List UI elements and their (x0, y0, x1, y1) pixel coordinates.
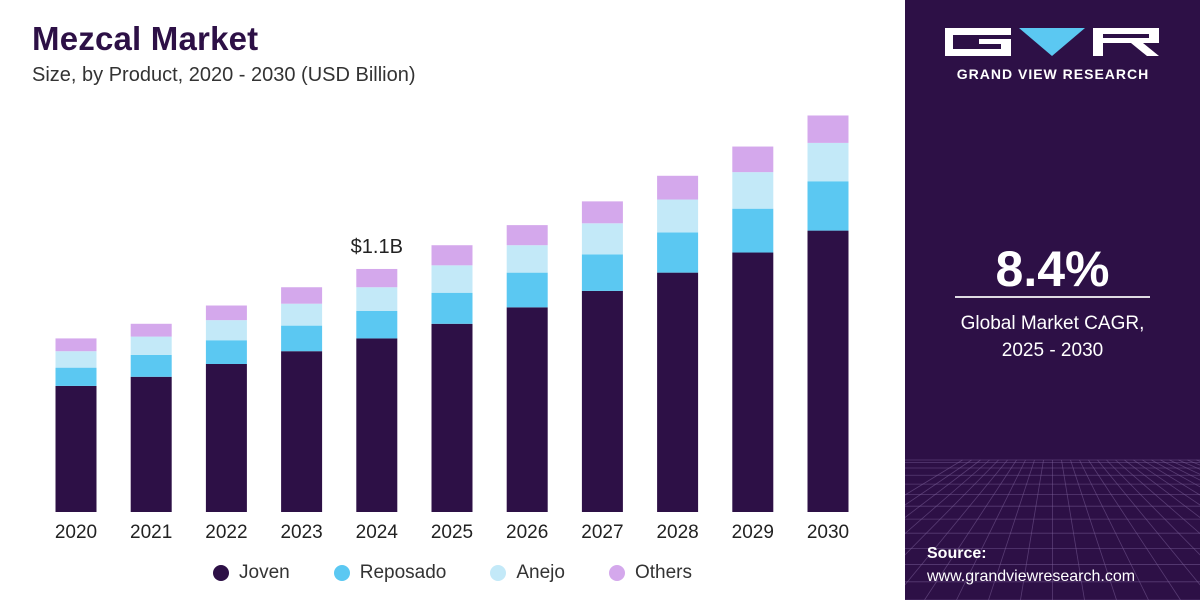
bar-joven-2024 (356, 338, 398, 512)
bar-anejo-2023 (281, 303, 323, 326)
source-label: Source: (927, 545, 987, 562)
source-url[interactable]: www.grandviewresearch.com (927, 568, 1136, 585)
bar-anejo-2029 (732, 172, 774, 209)
bar-others-2030 (807, 115, 849, 143)
legend-swatch (333, 565, 350, 581)
bar-reposado-2023 (281, 325, 323, 352)
bar-joven-2020 (55, 385, 97, 512)
grid-decoration (905, 459, 1200, 600)
chart-title: Mezcal Market (32, 20, 259, 57)
bar-anejo-2028 (657, 199, 699, 233)
cagr-value: 8.4% (995, 241, 1110, 297)
cagr-label: Global Market CAGR, 2025 - 2030 (905, 310, 1200, 364)
legend-swatch (490, 565, 507, 581)
legend-label: Others (634, 562, 692, 583)
bar-reposado-2021 (130, 354, 172, 377)
bar-anejo-2027 (581, 223, 623, 255)
bar-others-2023 (281, 287, 323, 304)
x-tick-label: 2028 (656, 522, 698, 543)
bar-anejo-2030 (807, 142, 849, 182)
legend: Joven Reposado Anejo Others (0, 562, 905, 584)
x-tick-label: 2026 (506, 522, 548, 543)
chart-subtitle: Size, by Product, 2020 - 2030 (USD Billi… (32, 64, 416, 86)
bar-reposado-2026 (506, 272, 548, 308)
legend-item-others: Others (608, 562, 692, 584)
bar-reposado-2024 (356, 311, 398, 339)
side-panel: GRAND VIEW RESEARCH 8.4% Global Market C… (905, 0, 1200, 600)
bar-joven-2027 (581, 290, 623, 512)
bar-others-2028 (657, 175, 699, 200)
data-label-annotation: $1.1B (351, 236, 403, 258)
legend-swatch (213, 565, 230, 581)
bar-joven-2022 (205, 363, 247, 512)
legend-label: Anejo (516, 562, 565, 583)
bar-joven-2025 (431, 323, 473, 512)
bar-reposado-2030 (807, 181, 849, 231)
bar-reposado-2020 (55, 367, 97, 386)
bar-reposado-2022 (205, 340, 247, 364)
gvr-logo-mark (945, 28, 1159, 56)
bar-anejo-2021 (130, 336, 172, 355)
x-tick-label: 2022 (205, 522, 247, 543)
bar-reposado-2028 (657, 232, 699, 273)
bar-joven-2029 (732, 252, 774, 512)
bar-joven-2021 (130, 376, 172, 512)
brand-name: GRAND VIEW RESEARCH (956, 66, 1150, 82)
bar-others-2021 (130, 323, 172, 337)
x-tick-label: 2029 (732, 522, 774, 543)
cagr-label-line2: 2025 - 2030 (1001, 340, 1104, 361)
chart-area: Mezcal Market Size, by Product, 2020 - 2… (0, 20, 905, 584)
legend-item-joven: Joven (213, 562, 290, 584)
x-tick-label: 2021 (130, 522, 172, 543)
bar-others-2020 (55, 338, 97, 352)
bar-joven-2030 (807, 230, 849, 512)
bar-others-2026 (506, 225, 548, 246)
bar-others-2022 (205, 305, 247, 321)
x-tick-label: 2030 (807, 522, 849, 543)
bar-chart: 2020 2021 2022 2023 2024 $1.1B 2025 2026 2027 202… (55, 115, 849, 543)
x-tick-label: 2023 (280, 522, 322, 543)
x-tick-label: 2024 (356, 522, 399, 543)
bar-anejo-2020 (55, 351, 97, 368)
legend-swatch (608, 565, 625, 581)
legend-item-anejo: Anejo (490, 562, 565, 584)
bar-anejo-2024 (356, 287, 398, 311)
x-tick-label: 2025 (431, 522, 473, 543)
bar-anejo-2022 (205, 320, 247, 341)
bar-others-2024 (356, 268, 398, 288)
gvr-logo: GRAND VIEW RESEARCH (943, 24, 1163, 82)
bar-reposado-2025 (431, 292, 473, 324)
bar-reposado-2027 (581, 254, 623, 291)
legend-label: Reposado (359, 562, 447, 583)
bar-anejo-2026 (506, 245, 548, 273)
bar-joven-2023 (281, 351, 323, 512)
legend-item-reposado: Reposado (333, 562, 447, 584)
bar-others-2025 (431, 245, 473, 266)
bar-others-2027 (581, 201, 623, 224)
bar-joven-2026 (506, 307, 548, 512)
bar-others-2029 (732, 146, 774, 173)
bar-joven-2028 (657, 272, 699, 512)
bar-reposado-2029 (732, 208, 774, 253)
cagr-divider (955, 296, 1150, 298)
cagr-label-line1: Global Market CAGR, (960, 313, 1145, 334)
x-tick-label: 2027 (581, 522, 623, 543)
x-tick-label: 2020 (55, 522, 97, 543)
legend-label: Joven (239, 562, 290, 583)
bar-anejo-2025 (431, 265, 473, 293)
